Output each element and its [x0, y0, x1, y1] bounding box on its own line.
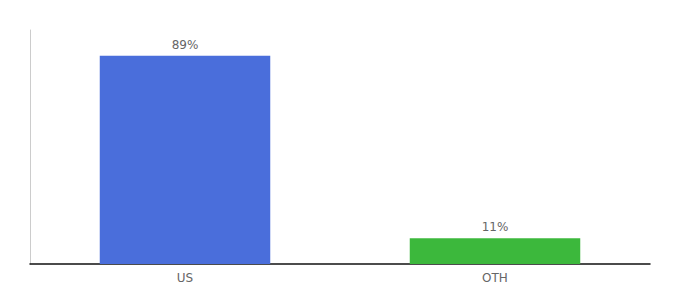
svg-text:US: US	[177, 271, 193, 285]
svg-text:89%: 89%	[172, 38, 199, 52]
svg-text:11%: 11%	[482, 220, 509, 234]
svg-text:OTH: OTH	[482, 271, 508, 285]
